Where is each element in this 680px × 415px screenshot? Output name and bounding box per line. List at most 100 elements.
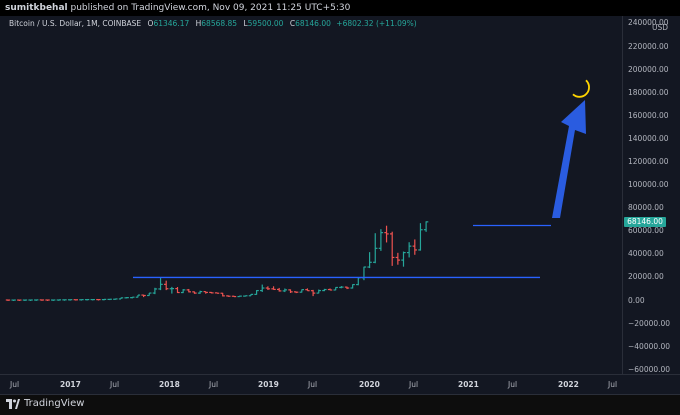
ohlc-bar — [164, 280, 169, 291]
ohlc-bar — [197, 290, 203, 294]
price-tick-label: 100000.00 — [628, 180, 669, 190]
ohlc-bar — [56, 299, 62, 301]
ohlc-bar — [412, 239, 417, 255]
price-chart[interactable] — [0, 16, 622, 374]
symbol-name[interactable]: Bitcoin / U.S. Dollar, 1M, COINBASE — [9, 19, 142, 28]
ohlc-bar — [390, 231, 395, 266]
ohlc-bar — [226, 295, 231, 297]
time-tick-label: Jul — [10, 380, 20, 389]
ohlc-bar — [96, 298, 101, 301]
price-tick-label: 180000.00 — [628, 87, 669, 97]
ohlc-bar — [84, 298, 90, 301]
price-tick-label: 200000.00 — [628, 64, 669, 74]
ohlc-bar — [67, 299, 73, 301]
ohlc-bar — [254, 289, 259, 295]
ohlc-bar — [310, 289, 316, 297]
price-tick-label: 140000.00 — [628, 133, 669, 143]
ohlc-bar — [28, 299, 33, 301]
ohlc-bar — [327, 288, 333, 291]
low-value: 59500.00 — [247, 19, 284, 28]
price-tick-label: 240000.00 — [628, 18, 669, 28]
ohlc-bar — [260, 284, 265, 292]
ohlc-bar — [175, 286, 180, 294]
ohlc-bar — [130, 296, 135, 299]
ohlc-bar — [101, 298, 107, 301]
price-tick-label: 160000.00 — [628, 110, 669, 120]
time-tick-label: 2017 — [60, 380, 81, 389]
change-value: +6802.32 (+11.09%) — [336, 19, 417, 28]
time-tick-label: Jul — [409, 380, 419, 389]
publisher-name[interactable]: sumitkbehal — [5, 3, 68, 13]
ohlc-bar — [305, 288, 310, 292]
ohlc-bar — [316, 289, 321, 294]
high-value: 68568.85 — [201, 19, 238, 28]
time-tick-label: 2019 — [258, 380, 279, 389]
price-tick-label: −40000.00 — [628, 341, 671, 351]
ohlc-bar — [282, 288, 288, 293]
ohlc-bars — [5, 221, 429, 302]
ohlc-bar — [384, 225, 389, 243]
ohlc-bar — [135, 294, 141, 298]
ohlc-bar — [11, 299, 16, 302]
ohlc-bar — [124, 297, 129, 299]
ohlc-bar — [418, 223, 423, 251]
symbol-legend: Bitcoin / U.S. Dollar, 1M, COINBASE O613… — [9, 19, 417, 28]
ohlc-bar — [5, 299, 11, 301]
price-tick-label: 20000.00 — [628, 272, 664, 282]
ohlc-bar — [118, 297, 124, 300]
crescent-moon-icon[interactable] — [572, 79, 590, 98]
ohlc-bar — [231, 295, 237, 298]
brand-name: TradingView — [24, 398, 85, 409]
ohlc-bar — [344, 286, 350, 290]
ohlc-bar — [214, 292, 220, 294]
price-tick-label: 60000.00 — [628, 226, 664, 236]
ohlc-bar — [288, 289, 293, 293]
time-tick-label: Jul — [308, 380, 318, 389]
price-tick-label: 220000.00 — [628, 41, 669, 51]
ohlc-bar — [350, 283, 355, 289]
ohlc-bar — [158, 277, 163, 291]
ohlc-bar — [248, 293, 254, 297]
ohlc-bar — [277, 287, 282, 292]
ohlc-bar — [373, 233, 378, 264]
ohlc-bar — [39, 299, 45, 301]
ohlc-bar — [293, 291, 299, 294]
price-axis[interactable] — [622, 16, 680, 374]
price-tick-label: 40000.00 — [628, 249, 664, 259]
ohlc-bar — [220, 292, 225, 297]
close-label: C — [289, 19, 296, 28]
footer-bar — [0, 394, 680, 415]
time-tick-label: 2021 — [458, 380, 479, 389]
low-label: L — [243, 19, 248, 28]
ohlc-bar — [237, 295, 242, 298]
ohlc-bar — [107, 298, 112, 301]
ohlc-bar — [186, 288, 191, 293]
ohlc-bar — [378, 229, 384, 251]
ohlc-bar — [243, 295, 248, 297]
time-tick-label: 2018 — [159, 380, 180, 389]
ohlc-bar — [51, 299, 56, 301]
ohlc-bar — [271, 286, 276, 291]
drawings-layer[interactable] — [133, 79, 590, 279]
ohlc-bar — [141, 294, 146, 298]
price-tick-label: 0.00 — [628, 295, 645, 305]
ohlc-bar — [406, 242, 412, 258]
chart-pane[interactable] — [0, 16, 622, 374]
price-tick-label: −60000.00 — [628, 364, 671, 374]
time-tick-label: Jul — [110, 380, 120, 389]
ohlc-bar — [361, 266, 367, 281]
up-arrow-icon[interactable] — [552, 100, 586, 219]
ohlc-bar — [333, 286, 338, 291]
time-tick-label: 2022 — [558, 380, 579, 389]
time-axis[interactable] — [0, 374, 680, 394]
ohlc-bar — [209, 291, 214, 294]
ohlc-bar — [73, 299, 78, 301]
tradingview-logo[interactable]: TradingView — [6, 398, 84, 409]
time-tick-label: Jul — [508, 380, 518, 389]
last-price-badge: 68146.00 — [624, 216, 666, 227]
ohlc-bar — [423, 221, 429, 232]
price-tick-label: 120000.00 — [628, 156, 669, 166]
ohlc-bar — [180, 289, 186, 294]
ohlc-bar — [395, 252, 401, 265]
ohlc-bar — [322, 288, 327, 292]
